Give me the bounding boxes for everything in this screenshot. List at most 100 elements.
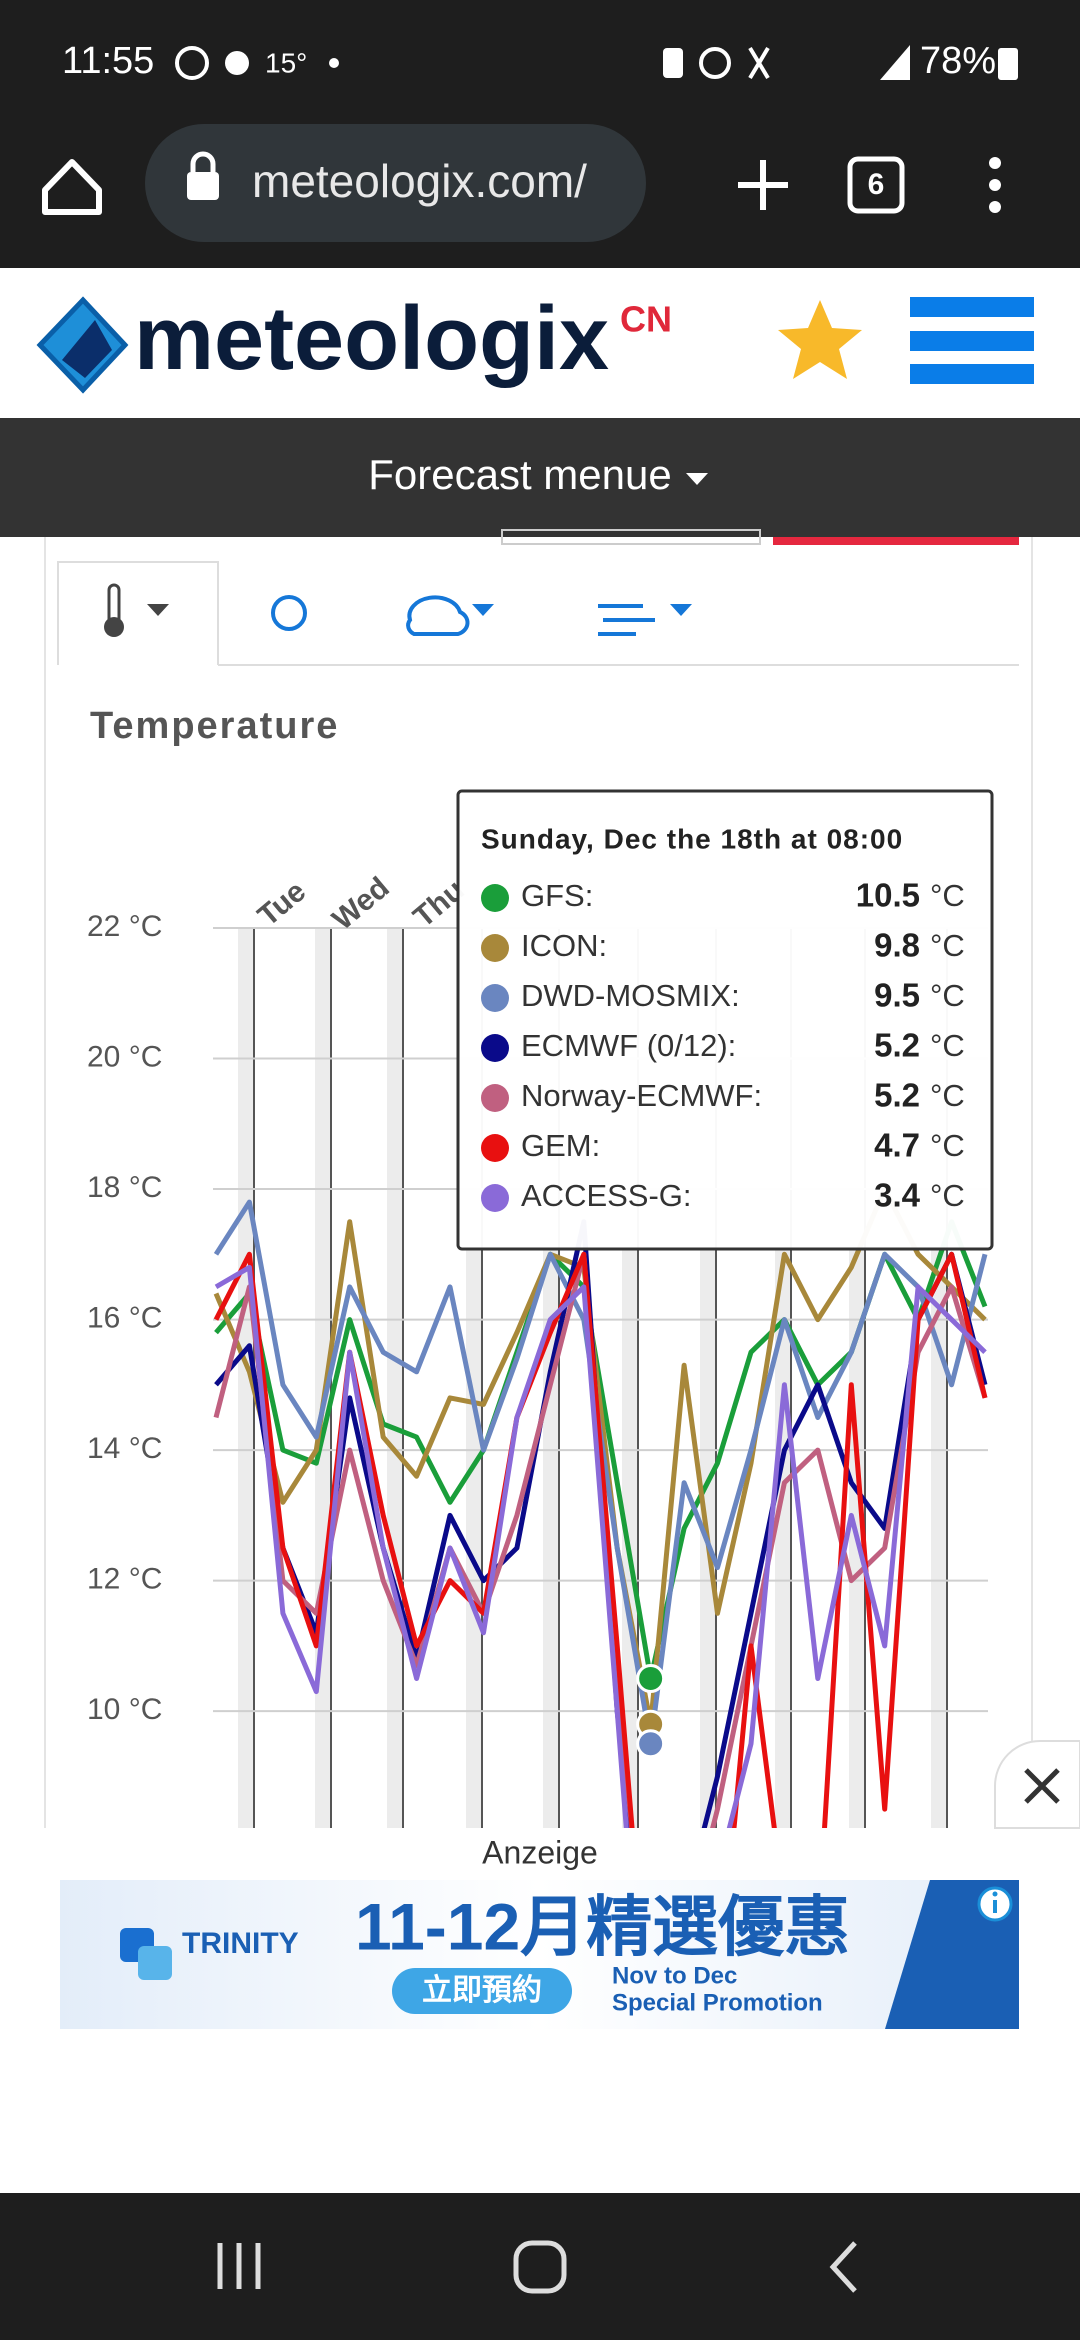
menu-dot[interactable] <box>989 179 1001 191</box>
tooltip-swatch <box>481 1184 509 1212</box>
tooltip-value: 10.5 <box>856 877 920 914</box>
logo-icon-detail <box>62 320 112 378</box>
tooltip-unit: °C <box>930 1178 965 1213</box>
tooltip-unit: °C <box>930 878 965 913</box>
tooltip-swatch <box>481 884 509 912</box>
tooltip-swatch <box>481 1034 509 1062</box>
tooltip-unit: °C <box>930 1078 965 1113</box>
status-time: 11:55 <box>62 40 154 82</box>
precipitation-tab[interactable] <box>406 595 470 636</box>
ad-close-icon[interactable] <box>1024 1768 1060 1804</box>
menu-dot[interactable] <box>989 157 1001 169</box>
day-label: Wed <box>326 871 395 937</box>
y-tick-label: 14 °C <box>87 1432 162 1465</box>
thermometer-bulb <box>104 617 124 637</box>
status-dot <box>329 58 339 68</box>
partial-control <box>501 529 761 545</box>
tooltip-series-name: Norway-ECMWF: <box>521 1078 762 1113</box>
y-tick-label: 16 °C <box>87 1302 162 1335</box>
ad-button[interactable] <box>392 1968 572 2014</box>
ad-line1: Nov to Dec <box>612 1962 737 1989</box>
status-icon <box>663 48 683 78</box>
tooltip-unit: °C <box>930 1128 965 1163</box>
tooltip-series-name: ECMWF (0/12): <box>521 1028 736 1063</box>
ad-info-glyph <box>993 1900 997 1913</box>
y-tick-label: 18 °C <box>87 1171 162 1204</box>
site-header <box>0 268 1080 418</box>
logo-text[interactable]: meteologix <box>134 289 609 389</box>
series-line <box>214 1264 987 2145</box>
tooltip-value: 9.5 <box>874 977 920 1014</box>
tooltip: Sunday, Dec the 18th at 08:00 GFS: 10.5 °C… <box>456 789 994 1251</box>
tooltip-value: 5.2 <box>874 1077 920 1114</box>
hover-point <box>636 1729 666 1759</box>
alarm-icon <box>699 47 731 79</box>
forecast-menu-label[interactable]: Forecast menue <box>368 451 671 498</box>
logo-region: CN <box>620 299 672 340</box>
battery-icon <box>998 48 1018 80</box>
day-label: Tue <box>252 875 312 933</box>
forecast-menu-bar[interactable] <box>0 418 1080 537</box>
tooltip-series-name: GEM: <box>521 1128 600 1163</box>
tooltip-unit: °C <box>930 978 965 1013</box>
tabs-button[interactable] <box>847 156 905 214</box>
ad-brand-logo <box>138 1946 172 1980</box>
favorite-star[interactable] <box>778 300 862 379</box>
wind-tab[interactable] <box>598 604 655 636</box>
home-button[interactable] <box>42 159 102 215</box>
chart-title: Temperature <box>90 705 339 747</box>
tooltip-swatch <box>481 1134 509 1162</box>
y-tick-label: 10 °C <box>87 1693 162 1726</box>
hamburger-bar[interactable] <box>910 364 1034 384</box>
tooltip-swatch <box>481 984 509 1012</box>
tooltip-series-name: ICON: <box>521 928 607 963</box>
tooltip-value: 9.8 <box>874 927 920 964</box>
url-text: meteologix.com/ <box>252 155 587 207</box>
tab-count: 6 <box>868 168 885 201</box>
ad-headline: 11-12月精選優惠 <box>355 1889 850 1963</box>
signal-icon <box>880 45 910 80</box>
ad-button-label: 立即預約 <box>422 1973 542 2007</box>
tooltip-value: 4.7 <box>874 1127 920 1164</box>
whatsapp-icon <box>175 46 209 80</box>
lock-icon <box>187 172 219 200</box>
active-tab[interactable] <box>57 561 219 665</box>
tooltip-series-name: ACCESS-G: <box>521 1178 692 1213</box>
y-tick-label: 20 °C <box>87 1040 162 1073</box>
tooltip-value: 3.4 <box>874 1177 921 1214</box>
pressure-tab[interactable] <box>271 595 307 631</box>
ad-line2: Special Promotion <box>612 1989 823 2016</box>
url-bar[interactable] <box>145 124 646 242</box>
hamburger-bar[interactable] <box>910 331 1034 351</box>
status-battery: 78% <box>920 40 996 82</box>
tooltip-series-name: DWD-MOSMIX: <box>521 978 740 1013</box>
tab-caret <box>670 604 692 616</box>
tooltip-title: Sunday, Dec the 18th at 08:00 <box>481 823 903 854</box>
partial-button <box>773 537 1019 545</box>
tooltip-box <box>456 789 994 1251</box>
hamburger-bar[interactable] <box>910 297 1034 317</box>
tab-caret <box>147 604 169 616</box>
ad-label: Anzeige <box>482 1834 598 1870</box>
dropdown-caret <box>686 473 708 485</box>
status-temperature: 15° <box>265 47 307 78</box>
recent-apps-button[interactable] <box>217 2243 261 2289</box>
tooltip-swatch <box>481 934 509 962</box>
y-tick-label: 22 °C <box>87 910 162 943</box>
y-tick-label: 12 °C <box>87 1563 162 1596</box>
weather-icon <box>225 51 249 75</box>
tooltip-value: 5.2 <box>874 1027 920 1064</box>
lock-shackle <box>190 151 216 172</box>
new-tab-button[interactable] <box>738 160 788 210</box>
tab-caret <box>472 604 494 616</box>
home-nav-button[interactable] <box>513 2240 567 2294</box>
back-button[interactable] <box>829 2241 857 2293</box>
tooltip-unit: °C <box>930 1028 965 1063</box>
ad-brand: TRINITY <box>182 1927 299 1960</box>
nav-bar <box>0 2193 1080 2340</box>
ad-info-glyph <box>992 1891 998 1897</box>
menu-dot[interactable] <box>989 201 1001 213</box>
tooltip-series-name: GFS: <box>521 878 593 913</box>
